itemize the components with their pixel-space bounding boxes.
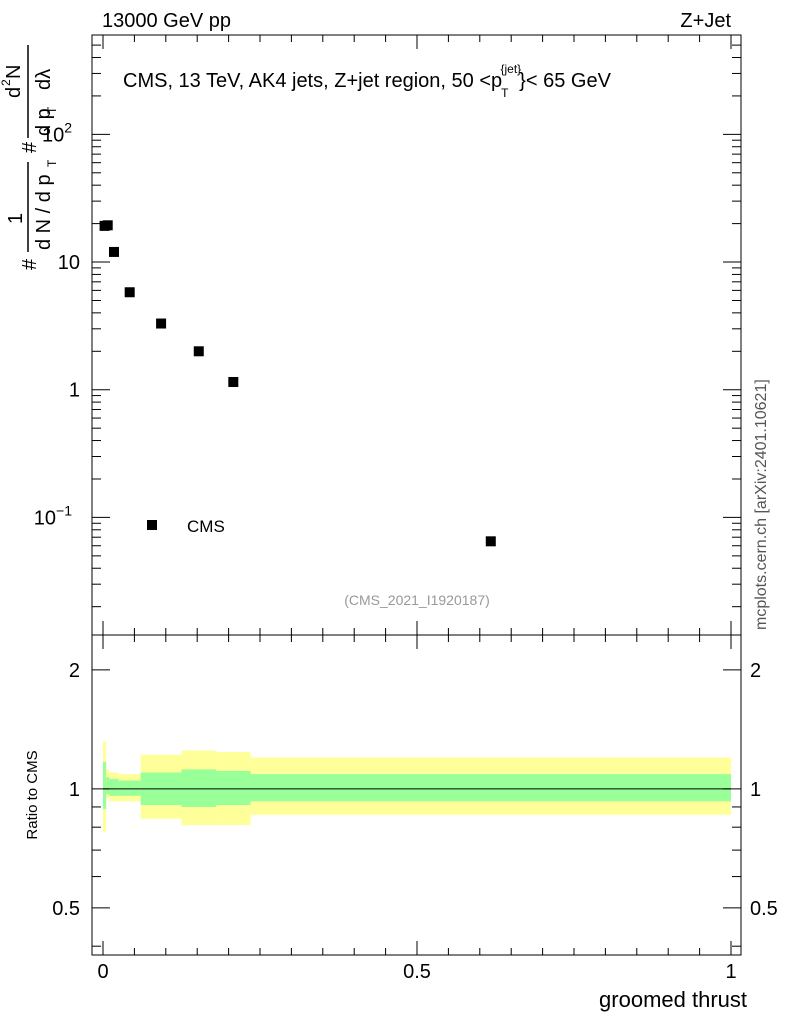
ratio-y-tick-label: 2 (69, 660, 80, 682)
uncertainty-band-inner (103, 761, 107, 809)
data-point (124, 287, 135, 298)
main-plot-panel: 102 10 1 10−1 (34, 34, 742, 636)
svg-text:T: T (45, 159, 59, 167)
svg-text:d N / d p: d N / d p (33, 174, 55, 250)
main-frame (91, 34, 742, 636)
uncertainty-band-inner (250, 774, 731, 802)
svg-text:dλ: dλ (33, 69, 55, 90)
x-tick-label: 0.5 (403, 961, 431, 983)
ratio-y-axis-label: Ratio to CMS (24, 750, 41, 839)
data-point (485, 536, 496, 547)
y-tick-label: 10−1 (34, 502, 72, 529)
svg-text:1: 1 (5, 213, 27, 224)
process-label: Z+Jet (680, 10, 731, 32)
x-axis-label: groomed thrust (599, 987, 747, 1012)
ratio-y-tick-label: 0.5 (52, 898, 80, 920)
uncertainty-band-inner (118, 780, 141, 796)
data-point (193, 346, 204, 357)
ratio-y-tick-label: 1 (69, 779, 80, 801)
ratio-y-tick-label-right: 0.5 (750, 898, 778, 920)
legend-label: CMS (187, 517, 225, 536)
ratio-y-tick-label-right: 2 (750, 660, 761, 682)
y-tick-label: 1 (69, 380, 80, 402)
svg-text:#: # (19, 258, 41, 270)
main-y-axis-label: # 1 d N / d p T # d p T d 2 N dλ (0, 45, 59, 270)
data-point (102, 220, 113, 231)
x-tick-label: 0 (97, 961, 108, 983)
svg-text:2: 2 (0, 79, 13, 86)
svg-text:#: # (19, 141, 41, 153)
ratio-y-tick-label-right: 1 (750, 779, 761, 801)
uncertainty-band-inner (109, 778, 119, 796)
data-point (156, 318, 167, 329)
svg-text:d: d (3, 87, 25, 98)
watermark: mcplots.cern.ch [arXiv:2401.10621] (753, 379, 770, 630)
analysis-reference: (CMS_2021_I1920187) (344, 592, 490, 608)
chart-title: CMS, 13 TeV, AK4 jets, Z+jet region, 50 … (123, 62, 612, 100)
uncertainty-band-inner (106, 777, 110, 795)
uncertainty-band-inner (181, 769, 217, 807)
svg-text:d p: d p (33, 108, 55, 136)
energy-label: 13000 GeV pp (102, 10, 231, 32)
svg-text:N: N (3, 65, 25, 79)
y-tick-label: 10 (58, 252, 80, 274)
svg-text:T: T (45, 106, 59, 114)
uncertainty-band-inner (216, 770, 251, 806)
data-point (108, 246, 119, 257)
y-tick-label: 102 (42, 119, 72, 146)
data-point (228, 376, 239, 387)
legend-marker (147, 520, 157, 530)
x-tick-label: 1 (725, 961, 736, 983)
ratio-plot-panel: 0 0.5 1 2 2 1 1 0.5 0.5 (52, 35, 778, 983)
